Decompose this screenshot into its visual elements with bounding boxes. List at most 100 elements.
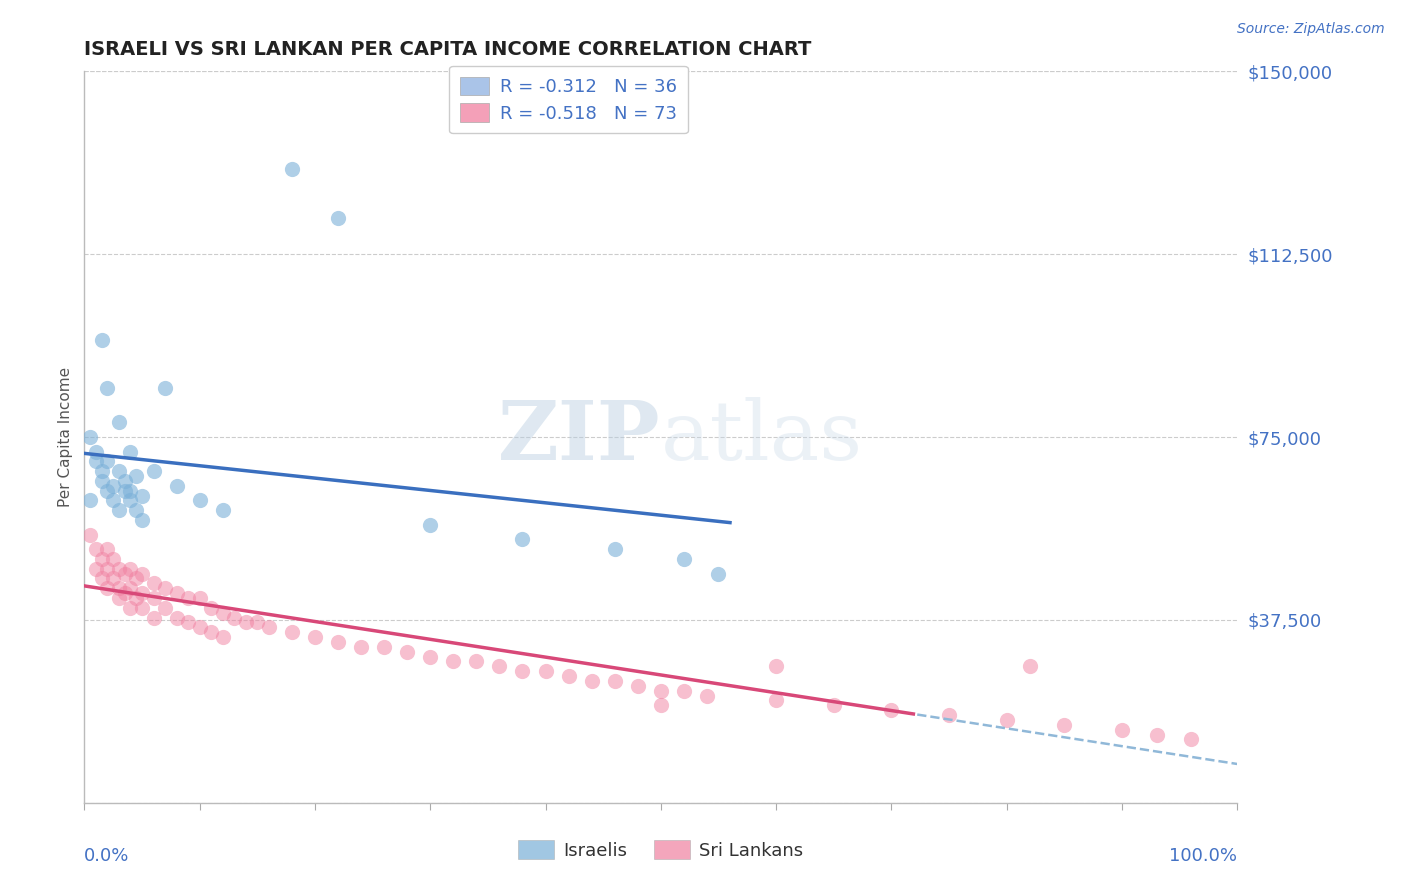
Point [581,673,603,688]
Point [120,600,142,615]
Point [142,591,165,605]
Point [235,615,257,630]
Point [114,474,136,488]
Point [103,552,124,566]
Point [84,454,107,468]
Legend: Israelis, Sri Lankans: Israelis, Sri Lankans [510,833,811,867]
Point [108,581,131,595]
Point [603,542,626,557]
Point [96,483,118,498]
Point [131,600,153,615]
Point [120,562,142,576]
Point [765,659,787,673]
Point [120,581,142,595]
Point [650,683,672,698]
Point [142,610,165,624]
Point [90,333,112,347]
Point [326,635,349,649]
Point [153,381,176,395]
Point [246,615,269,630]
Point [108,591,131,605]
Point [304,630,326,644]
Point [672,683,695,698]
Point [512,664,534,678]
Point [96,454,118,468]
Point [603,673,626,688]
Point [90,552,112,566]
Point [534,664,557,678]
Point [488,659,510,673]
Point [1180,732,1202,747]
Point [350,640,373,654]
Point [153,581,176,595]
Point [512,533,534,547]
Point [108,464,131,478]
Point [557,669,579,683]
Point [84,562,107,576]
Point [103,479,124,493]
Text: 100.0%: 100.0% [1170,847,1237,864]
Point [696,689,718,703]
Point [166,610,188,624]
Point [396,645,419,659]
Point [142,576,165,591]
Point [211,630,233,644]
Point [672,552,695,566]
Point [84,444,107,458]
Point [108,562,131,576]
Point [211,503,233,517]
Point [90,464,112,478]
Point [166,586,188,600]
Point [103,493,124,508]
Point [938,708,960,723]
Point [373,640,395,654]
Point [131,566,153,581]
Point [90,474,112,488]
Point [224,610,246,624]
Point [200,625,222,640]
Point [465,654,488,668]
Point [707,566,730,581]
Point [441,654,464,668]
Point [108,416,131,430]
Point [79,430,101,444]
Text: Source: ZipAtlas.com: Source: ZipAtlas.com [1237,22,1385,37]
Point [114,566,136,581]
Point [108,503,131,517]
Point [131,513,153,527]
Point [880,703,903,717]
Point [177,591,200,605]
Point [200,600,222,615]
Point [1146,727,1168,741]
Point [1111,723,1133,737]
Point [79,527,101,541]
Point [114,586,136,600]
Point [419,649,441,664]
Point [120,444,142,458]
Point [153,600,176,615]
Point [995,713,1018,727]
Point [188,493,211,508]
Point [211,606,233,620]
Point [84,542,107,557]
Point [96,542,118,557]
Point [765,693,787,707]
Point [627,679,650,693]
Point [1053,718,1076,732]
Point [188,620,211,634]
Point [114,483,136,498]
Text: ISRAELI VS SRI LANKAN PER CAPITA INCOME CORRELATION CHART: ISRAELI VS SRI LANKAN PER CAPITA INCOME … [84,39,811,59]
Point [125,469,148,483]
Point [96,562,118,576]
Point [79,493,101,508]
Point [177,615,200,630]
Point [125,503,148,517]
Point [131,489,153,503]
Point [120,483,142,498]
Point [257,620,280,634]
Point [188,591,211,605]
Point [650,698,672,713]
Point [166,479,188,493]
Y-axis label: Per Capita Income: Per Capita Income [58,367,73,508]
Point [103,572,124,586]
